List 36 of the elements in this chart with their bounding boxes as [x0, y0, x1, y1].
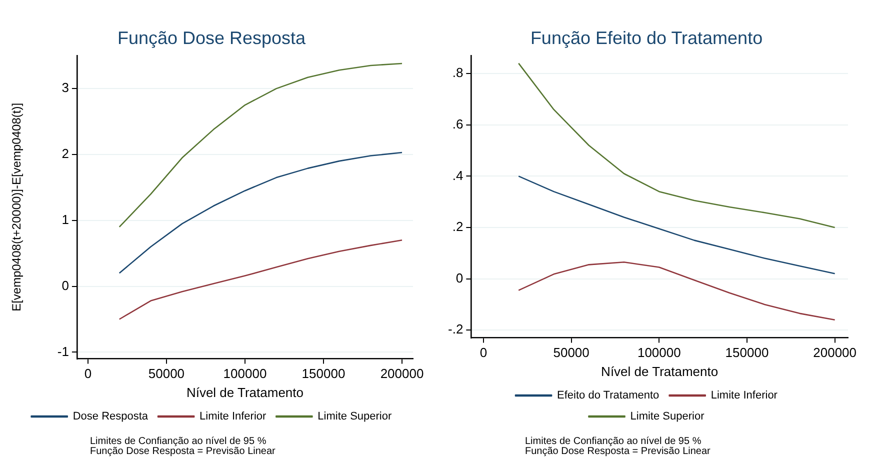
x-tick-label: 100000 — [637, 345, 681, 360]
legend-label: Efeito do Tratamento — [557, 390, 660, 402]
y-tick-label: -.2 — [448, 322, 464, 337]
chart-title: Função Dose Resposta — [117, 28, 307, 48]
x-tick-label: 150000 — [302, 366, 346, 382]
x-tick-label: 150000 — [725, 345, 769, 360]
x-tick-label: 50000 — [553, 345, 590, 360]
x-tick-label: 100000 — [223, 366, 267, 382]
legend-label: Limite Inferior — [200, 410, 267, 423]
text: Limites de Confianção ao nível de 95 % — [525, 436, 702, 447]
legend-label: Limite Superior — [630, 410, 705, 423]
text: Função Dose Resposta = Previsão Linear — [525, 446, 712, 457]
chart-title: Função Efeito do Tratamento — [530, 28, 763, 48]
x-tick-label: 200000 — [380, 366, 424, 382]
y-tick-label: .2 — [452, 219, 464, 234]
y-tick-label: 1 — [62, 212, 69, 227]
y-tick-label: .6 — [452, 116, 464, 132]
y-tick-label: 3 — [62, 80, 69, 96]
x-tick-label: 50000 — [148, 366, 185, 382]
legend-label: Dose Resposta — [72, 410, 149, 423]
y-tick-label: -1 — [57, 344, 69, 359]
legend-label: Limite Superior — [318, 410, 392, 423]
text: Limites de Confianção ao nível de 95 % — [90, 436, 266, 447]
x-tick-label: 0 — [480, 345, 488, 360]
x-tick-label: 0 — [84, 366, 92, 382]
x-axis-title: Nível de Tratamento — [186, 384, 304, 400]
x-tick-label: 200000 — [813, 345, 857, 360]
text: Função Dose Resposta = Previsão Linear — [90, 446, 276, 457]
y-tick-label: .4 — [452, 168, 464, 183]
y-tick-label: 0 — [62, 278, 69, 293]
y-axis-title: E[vemp0408(t+20000)]-E[vemp0408(t)] — [10, 102, 24, 312]
y-tick-label: 2 — [62, 146, 69, 162]
y-tick-label: .8 — [452, 65, 464, 80]
y-tick-label: 0 — [456, 270, 464, 286]
legend-label: Limite Inferior — [710, 390, 778, 402]
x-axis-title: Nível de Tratamento — [601, 364, 718, 379]
